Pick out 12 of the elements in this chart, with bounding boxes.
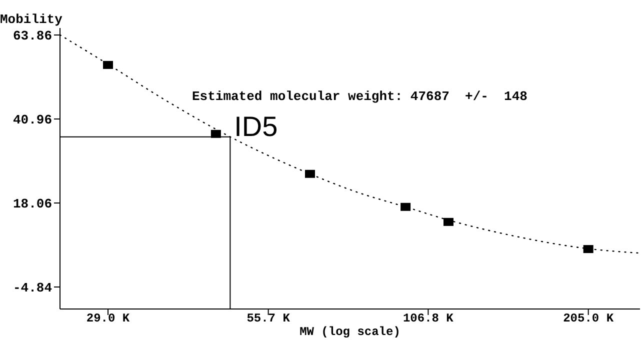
y-tick-label: 18.06: [12, 196, 52, 212]
x-tick-label: 29.0 K: [86, 312, 130, 326]
y-tick-label: -4.84: [12, 280, 52, 296]
y-tick-label: 40.96: [12, 112, 52, 128]
x-axis-title: MW (log scale): [298, 325, 402, 339]
annotation: Estimated molecular weight: 47687 +/- 148: [192, 89, 528, 104]
annotation: ID5: [234, 110, 278, 142]
x-tick-label: 55.7 K: [246, 312, 291, 326]
y-tick-label: 63.86: [12, 28, 52, 44]
y-axis-title: Mobility: [0, 12, 62, 27]
x-tick-label: 106.8 K: [402, 312, 454, 326]
x-tick-label: 205.0 K: [563, 312, 614, 326]
